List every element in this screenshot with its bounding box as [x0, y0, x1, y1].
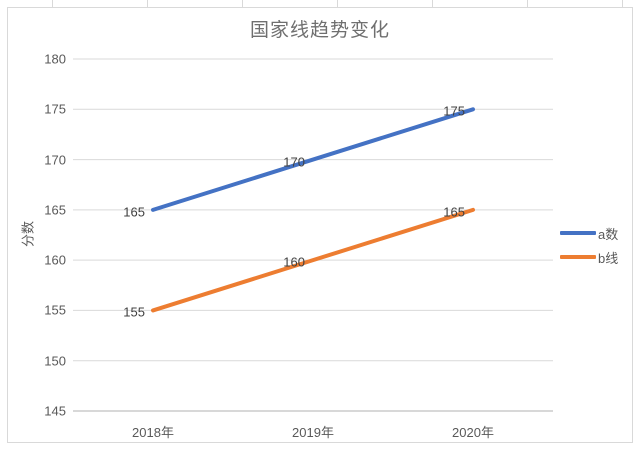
legend-item-0: a数	[560, 226, 619, 242]
cell-border	[147, 0, 148, 7]
x-tick-label: 2020年	[452, 425, 494, 440]
data-label: 165	[443, 204, 465, 220]
cell-border	[527, 0, 528, 7]
y-tick-label: 145	[44, 403, 66, 419]
y-tick-label: 175	[44, 101, 66, 117]
chart-frame: 国家线趋势变化 分数 145 150 155 160 165 170 175 180 2018…	[7, 7, 633, 443]
legend: a数 b线	[560, 226, 619, 266]
x-tick-label: 2018年	[132, 425, 174, 440]
data-label: 155	[123, 304, 145, 320]
cell-border	[242, 0, 243, 7]
plot-area	[73, 58, 553, 412]
cell-border	[622, 0, 623, 7]
y-tick-label: 160	[44, 252, 66, 268]
data-label: 165	[123, 204, 145, 220]
y-tick-label: 165	[44, 202, 66, 218]
data-label: 175	[443, 103, 465, 119]
data-label: 170	[283, 154, 305, 170]
x-tick-label: 2019年	[292, 425, 334, 440]
series-line-1	[151, 207, 475, 313]
y-tick-label: 155	[44, 302, 66, 318]
chart-title: 国家线趋势变化	[249, 20, 390, 41]
legend-swatch	[560, 255, 596, 259]
y-tick-label: 150	[44, 353, 66, 369]
legend-label: a数	[598, 226, 619, 242]
y-tick-label: 170	[44, 152, 66, 168]
y-tick-label: 180	[44, 51, 66, 67]
legend-item-1: b线	[560, 250, 619, 266]
legend-label: b线	[598, 250, 619, 266]
cell-border	[337, 0, 338, 7]
series-line-0	[151, 107, 475, 212]
data-label: 160	[283, 254, 305, 270]
legend-swatch	[560, 231, 596, 235]
cell-border	[432, 0, 433, 7]
cell-border	[52, 0, 53, 7]
